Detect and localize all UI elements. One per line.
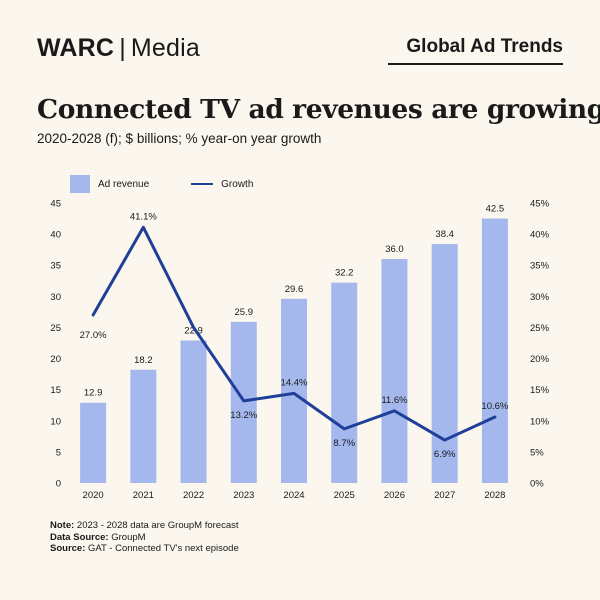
revenue-bar bbox=[230, 321, 257, 483]
y-right-tick-label: 40% bbox=[530, 230, 550, 241]
chart-notes: Note: 2023 - 2028 data are GroupM foreca… bbox=[50, 520, 239, 555]
source-line: Source: GAT - Connected TV's next episod… bbox=[50, 543, 239, 555]
warc-media-logo: WARC | Media bbox=[37, 33, 200, 63]
y-right-tick-label: 25% bbox=[530, 323, 550, 334]
y-right-tick-label: 45% bbox=[530, 199, 550, 210]
y-right-tick-label: 15% bbox=[530, 385, 550, 396]
brand-separator: | bbox=[119, 34, 126, 62]
growth-point-label: 8.7% bbox=[333, 438, 355, 449]
x-tick-label: 2021 bbox=[133, 490, 154, 501]
growth-point-label: 11.6% bbox=[381, 395, 408, 406]
y-left-tick-label: 10 bbox=[50, 416, 61, 427]
y-left-tick-label: 40 bbox=[50, 230, 61, 241]
revenue-bar-label: 36.0 bbox=[385, 244, 404, 255]
revenue-bar bbox=[431, 244, 458, 483]
note-text: 2023 - 2028 data are GroupM forecast bbox=[74, 520, 239, 531]
revenue-bar-label: 32.2 bbox=[335, 268, 354, 279]
x-tick-label: 2020 bbox=[83, 490, 104, 501]
x-tick-label: 2027 bbox=[434, 490, 455, 501]
revenue-bar bbox=[80, 402, 107, 483]
y-right-tick-label: 0% bbox=[530, 479, 544, 490]
chart-legend: Ad revenue Growth bbox=[70, 174, 253, 194]
y-right-tick-label: 5% bbox=[530, 447, 544, 458]
revenue-bar bbox=[180, 340, 207, 483]
y-left-tick-label: 20 bbox=[50, 354, 61, 365]
data-source-text: GroupM bbox=[108, 531, 146, 543]
revenue-bar-label: 12.9 bbox=[84, 388, 103, 399]
y-right-tick-label: 20% bbox=[530, 354, 550, 365]
legend-label-revenue: Ad revenue bbox=[98, 178, 150, 190]
brand-warc: WARC bbox=[37, 34, 115, 62]
series-name-underline bbox=[388, 63, 563, 65]
revenue-bar-label: 38.4 bbox=[435, 229, 454, 240]
y-left-tick-label: 15 bbox=[50, 385, 61, 396]
revenue-bar bbox=[281, 298, 307, 483]
y-left-tick-label: 0 bbox=[56, 479, 61, 490]
growth-point-label: 41.1% bbox=[130, 211, 157, 222]
y-left-tick-label: 45 bbox=[50, 199, 61, 210]
x-tick-label: 2025 bbox=[334, 490, 355, 501]
y-right-tick-label: 10% bbox=[530, 416, 550, 427]
revenue-bar-label: 18.2 bbox=[134, 355, 153, 366]
series-name: Global Ad Trends bbox=[406, 36, 563, 57]
revenue-bar bbox=[481, 218, 508, 484]
data-source-line: Data Source: GroupM bbox=[50, 532, 239, 544]
y-right-tick-label: 30% bbox=[530, 292, 550, 303]
revenue-bar-label: 25.9 bbox=[235, 307, 254, 318]
y-left-tick-label: 30 bbox=[50, 292, 61, 303]
x-tick-label: 2024 bbox=[283, 490, 304, 501]
x-tick-label: 2022 bbox=[183, 490, 204, 501]
x-tick-label: 2023 bbox=[233, 490, 254, 501]
legend-bar-swatch bbox=[70, 175, 90, 193]
growth-point-label: 27.0% bbox=[80, 330, 107, 341]
y-left-tick-label: 5 bbox=[56, 447, 61, 458]
x-tick-label: 2026 bbox=[384, 490, 405, 501]
source-text: GAT - Connected TV's next episode bbox=[85, 543, 239, 554]
chart-title: Connected TV ad revenues are growing bbox=[37, 94, 600, 125]
y-right-tick-label: 35% bbox=[530, 261, 550, 272]
revenue-bar-label: 29.6 bbox=[285, 284, 304, 295]
growth-point-label: 6.9% bbox=[434, 449, 456, 460]
growth-point-label: 10.6% bbox=[481, 401, 508, 412]
source-label: Source: bbox=[50, 543, 86, 554]
growth-point-label: 14.4% bbox=[281, 377, 308, 388]
brand-media: Media bbox=[130, 34, 200, 62]
revenue-bar-label: 42.5 bbox=[486, 204, 505, 215]
y-left-tick-label: 25 bbox=[50, 323, 61, 334]
revenue-bar bbox=[130, 369, 157, 483]
growth-line bbox=[91, 225, 497, 442]
y-left-tick-label: 35 bbox=[50, 261, 61, 272]
chart-subtitle: 2020-2028 (f); $ billions; % year-on yea… bbox=[37, 131, 322, 146]
revenue-bar bbox=[331, 282, 358, 483]
x-tick-label: 2028 bbox=[484, 490, 505, 501]
growth-point-label: 13.2% bbox=[230, 410, 257, 421]
legend-line-swatch bbox=[191, 182, 214, 186]
revenue-bar bbox=[381, 259, 408, 483]
note-line: Note: 2023 - 2028 data are GroupM foreca… bbox=[50, 520, 239, 532]
revenue-bar-label: 22.9 bbox=[184, 326, 203, 337]
note-label: Note: bbox=[50, 520, 75, 531]
data-source-label: Data Source: bbox=[50, 531, 109, 543]
legend-label-growth: Growth bbox=[221, 178, 254, 190]
